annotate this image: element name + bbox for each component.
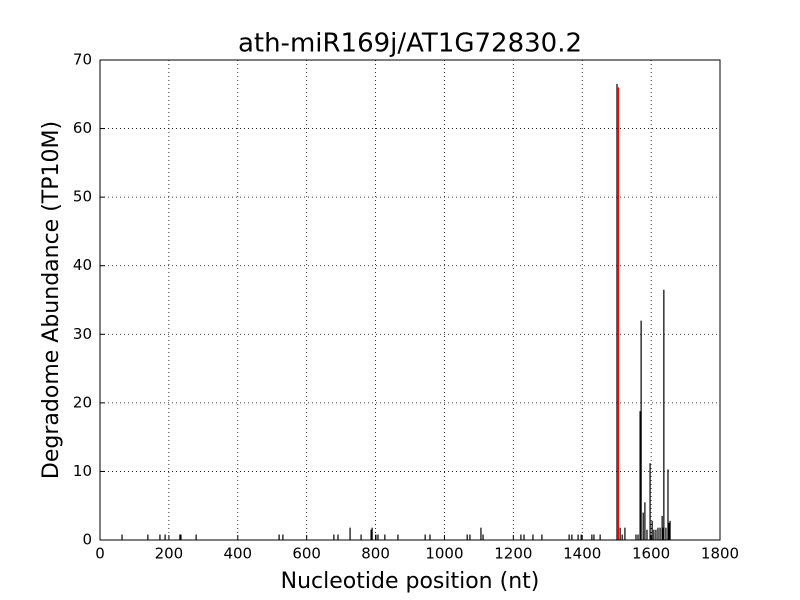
- x-tick-label: 1600: [632, 545, 670, 563]
- plot-frame: [99, 59, 721, 541]
- y-tick-label: 60: [73, 119, 92, 137]
- x-tick-label: 400: [223, 545, 252, 563]
- x-tick-label: 1000: [425, 545, 463, 563]
- y-tick-label: 70: [73, 51, 92, 69]
- y-tick-label: 30: [73, 325, 92, 343]
- x-tick-label: 1200: [494, 545, 532, 563]
- x-tick-label: 0: [95, 545, 105, 563]
- y-axis-label: Degradome Abundance (TP10M): [39, 121, 64, 479]
- x-axis-label: Nucleotide position (nt): [281, 569, 540, 594]
- y-tick-label: 10: [73, 462, 92, 480]
- x-tick-label: 1800: [701, 545, 739, 563]
- y-tick-label: 50: [73, 188, 92, 206]
- x-tick-label: 200: [155, 545, 184, 563]
- y-tick-label: 20: [73, 393, 92, 411]
- x-tick-label: 600: [292, 545, 321, 563]
- y-tick-label: 40: [73, 256, 92, 274]
- chart-title: ath-miR169j/AT1G72830.2: [238, 29, 582, 59]
- y-tick-label: 0: [82, 531, 92, 549]
- x-tick-label: 800: [361, 545, 390, 563]
- x-tick-label: 1400: [563, 545, 601, 563]
